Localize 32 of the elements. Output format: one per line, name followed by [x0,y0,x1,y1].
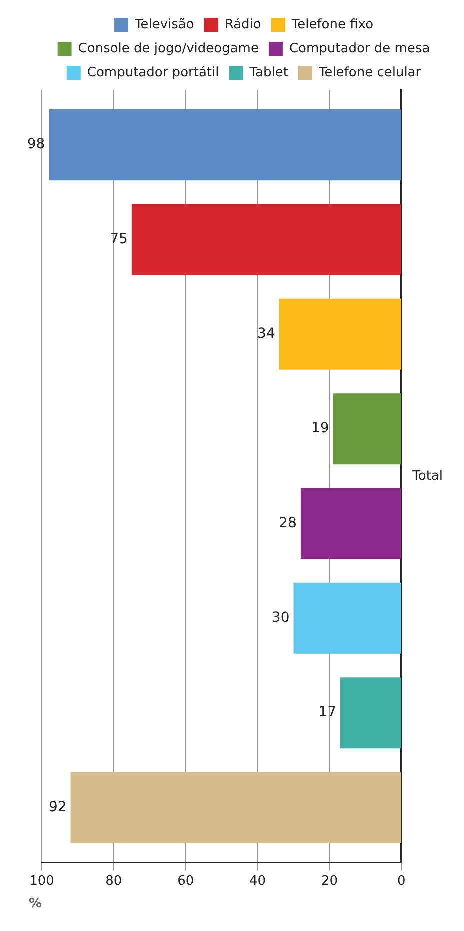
bar [70,772,402,844]
data-label: 92 [48,799,67,816]
x-tick-label: 0 [398,874,406,889]
data-label: 30 [272,610,290,626]
legend-label: Telefone fixo [290,17,374,32]
data-label: 28 [279,515,297,532]
bar [49,110,402,181]
bar [132,204,402,276]
legend-label: Console de jogo/videogame [78,41,259,56]
data-label: 34 [258,326,276,342]
bar [333,394,402,465]
data-label: 98 [27,136,46,153]
legend-label: Televisão [134,17,194,32]
bar [300,488,402,560]
bar [294,582,402,654]
legend-label: Computador de mesa [289,41,430,56]
x-tick-label: 40 [250,874,266,889]
bar [340,678,402,749]
x-tick-label: 100 [30,874,54,889]
data-label: 19 [311,420,330,437]
data-label: 17 [318,704,336,721]
bar [279,298,402,370]
legend-label: Tablet [248,65,288,80]
x-axis-title: % [28,896,42,912]
legend-label: Telefone celular [318,65,422,80]
y-tick-label: Total [412,468,444,484]
x-tick-label: 80 [106,874,122,889]
data-label: 75 [110,231,128,248]
legend-label: Rádio [224,17,262,32]
x-tick-label: 60 [178,874,194,889]
legend-label: Computador portátil [87,65,220,80]
x-tick-label: 20 [321,874,338,889]
